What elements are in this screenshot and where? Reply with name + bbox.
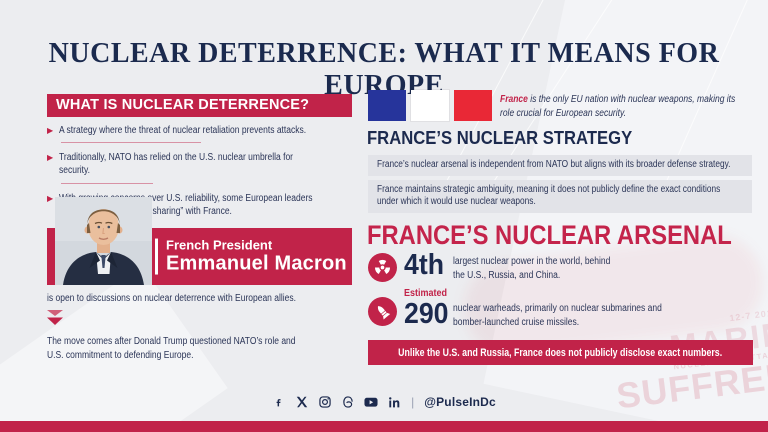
strategy-point-box: France maintains strategic ambiguity, me… <box>368 179 752 214</box>
arsenal-heading: FRANCE’S NUCLEAR ARSENAL <box>367 220 732 250</box>
french-flag <box>368 90 492 121</box>
missile-icon <box>368 297 397 326</box>
president-role: French President <box>166 237 273 253</box>
warheads-label: Estimated <box>404 288 448 299</box>
rank-description: largest nuclear power in the world, behi… <box>453 256 611 281</box>
macron-context-text: The move comes after Donald Trump questi… <box>47 336 296 361</box>
strategy-point-text: France’s nuclear arsenal is independent … <box>377 159 731 170</box>
footer-separator: | <box>411 395 415 409</box>
flag-caption: France is the only EU nation with nuclea… <box>500 93 747 120</box>
facebook-icon[interactable] <box>272 395 286 409</box>
instagram-icon[interactable] <box>318 395 332 409</box>
linkedin-icon[interactable] <box>387 395 401 409</box>
flag-red-band <box>454 90 492 121</box>
strategy-point-text: France maintains strategic ambiguity, me… <box>377 183 721 208</box>
deterrence-heading: WHAT IS NUCLEAR DETERRENCE? <box>47 94 352 117</box>
warheads-stat: 290 <box>404 298 449 330</box>
divider <box>61 142 201 144</box>
youtube-icon[interactable] <box>364 395 378 409</box>
bullet-arrow-icon: ▶ <box>47 153 54 163</box>
chevron-down-icon <box>47 310 63 325</box>
arsenal-fact-warheads: Estimated 290 nuclear warheads, primaril… <box>368 288 718 329</box>
flag-caption-rest: is the only EU nation with nuclear weapo… <box>500 94 736 119</box>
arsenal-fact-rank: 4th largest nuclear power in the world, … <box>368 251 643 282</box>
bullet-arrow-icon: ▶ <box>47 193 54 203</box>
radiation-icon <box>368 253 397 282</box>
bottom-accent-bar <box>0 421 768 432</box>
strategy-point-box: France’s nuclear arsenal is independent … <box>368 155 752 176</box>
macron-open-text: is open to discussions on nuclear deterr… <box>47 293 297 304</box>
flag-white-band <box>411 90 449 121</box>
warheads-description: nuclear warheads, primarily on nuclear s… <box>453 303 662 328</box>
disclosure-note-text: Unlike the U.S. and Russia, France does … <box>398 346 723 359</box>
macron-photo <box>55 197 152 285</box>
x-icon[interactable] <box>295 395 309 409</box>
bullet-arrow-icon: ▶ <box>47 126 54 135</box>
president-name: Emmanuel Macron <box>166 252 347 275</box>
flag-blue-band <box>368 90 406 121</box>
flag-caption-lead: France <box>500 94 528 105</box>
page-title: NUCLEAR DETERRENCE: WHAT IT MEANS FOR EU… <box>48 38 720 101</box>
rank-stat: 4th <box>404 249 445 281</box>
strategy-points: France’s nuclear arsenal is independent … <box>368 155 752 217</box>
disclosure-note-banner: Unlike the U.S. and Russia, France does … <box>368 340 753 365</box>
threads-icon[interactable] <box>341 395 355 409</box>
president-text-block: French President Emmanuel Macron <box>155 237 347 275</box>
bullet-item: ▶ Traditionally, NATO has relied on the … <box>47 151 359 177</box>
footer-social-bar: | @PulseInDc <box>0 392 768 412</box>
strategy-heading: FRANCE’S NUCLEAR STRATEGY <box>367 127 633 148</box>
divider <box>61 182 153 184</box>
bullet-text: Traditionally, NATO has relied on the U.… <box>59 152 294 177</box>
bullet-item: ▶ A strategy where the threat of nuclear… <box>47 124 359 137</box>
bullet-text: A strategy where the threat of nuclear r… <box>59 125 307 136</box>
social-handle[interactable]: @PulseInDc <box>424 395 496 409</box>
